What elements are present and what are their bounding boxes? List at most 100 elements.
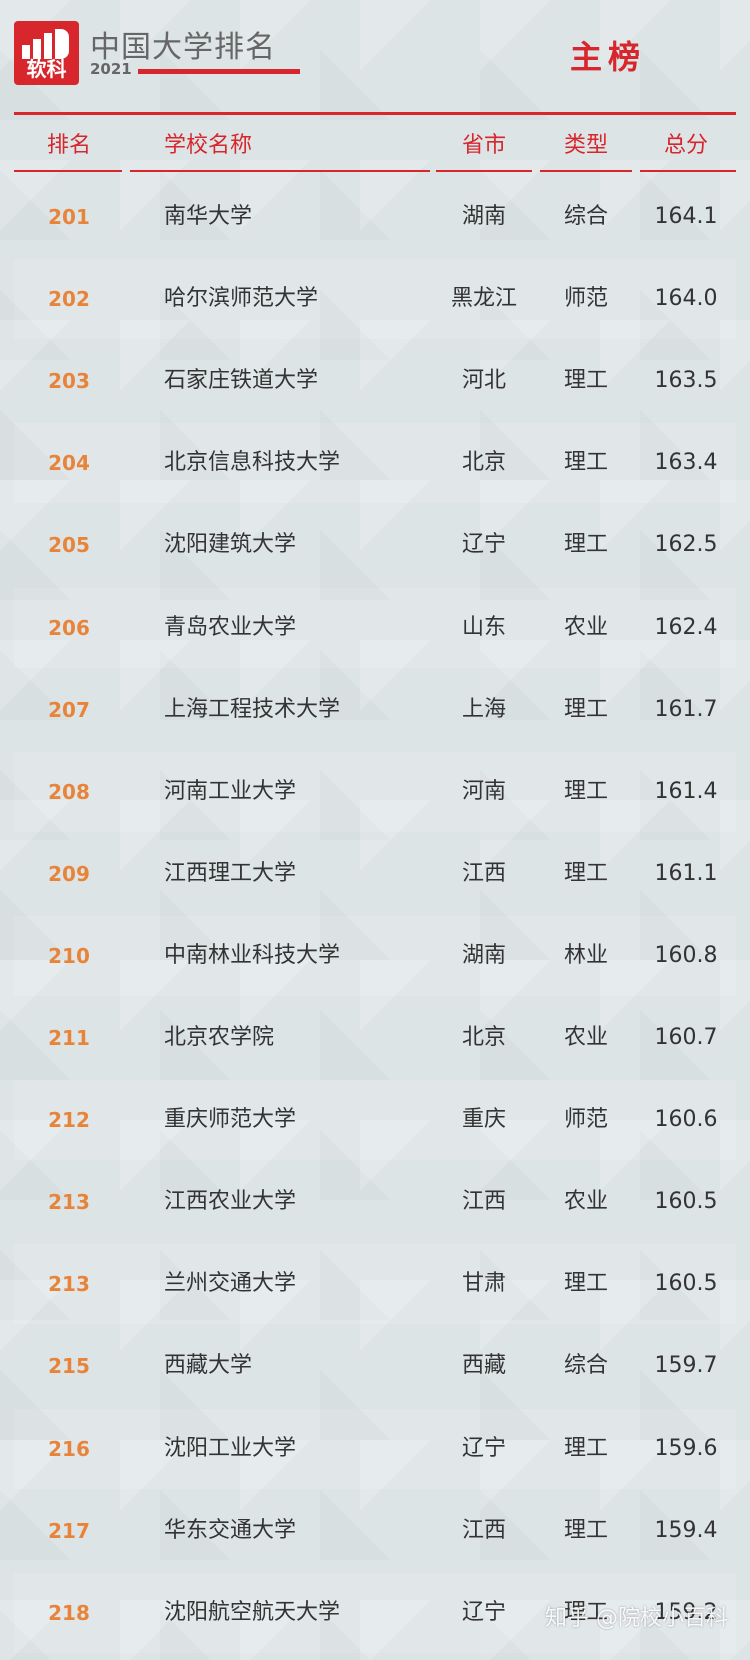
province: 辽宁 (461, 532, 506, 558)
score: 163.4 (654, 450, 718, 476)
header-underline (436, 170, 532, 172)
rank: 213 (48, 1272, 90, 1297)
school-name: 北京信息科技大学 (164, 450, 341, 476)
type: 理工 (563, 450, 608, 476)
column-header: 总分 (663, 133, 708, 158)
rank: 213 (48, 1190, 90, 1215)
province: 江西 (461, 1517, 506, 1543)
rank: 217 (48, 1518, 90, 1543)
school-name: 西藏大学 (164, 1353, 253, 1379)
school-name: 沈阳航空航天大学 (164, 1599, 341, 1625)
title: 中国大学排名 (90, 30, 276, 65)
type: 综合 (563, 1353, 608, 1379)
table-row (14, 1244, 736, 1325)
province: 上海 (461, 696, 506, 722)
rank: 204 (48, 451, 90, 476)
column-header: 省市 (461, 133, 506, 158)
school-name: 南华大学 (164, 204, 253, 229)
school-name: 江西农业大学 (164, 1189, 297, 1215)
year: 2021 (90, 60, 132, 78)
type: 理工 (563, 1517, 608, 1543)
header-underline (130, 170, 430, 172)
school-name: 沈阳工业大学 (164, 1435, 297, 1461)
province: 山东 (461, 614, 506, 640)
province: 北京 (461, 450, 506, 476)
score: 159.6 (654, 1435, 718, 1461)
school-name: 中南林业科技大学 (164, 942, 341, 968)
type: 理工 (563, 1271, 608, 1297)
score: 160.6 (654, 1107, 718, 1133)
rank: 201 (48, 205, 90, 229)
table-row (14, 587, 736, 668)
province: 河北 (461, 368, 506, 394)
table-row (14, 423, 736, 504)
school-name: 华东交通大学 (164, 1517, 297, 1543)
divider (14, 112, 736, 115)
table-row (14, 259, 736, 340)
watermark: 知乎 @院校小百科 (545, 1606, 728, 1631)
type: 农业 (563, 1025, 608, 1050)
list-name: 主榜 (570, 38, 647, 76)
rank: 202 (48, 287, 90, 312)
rank: 210 (48, 943, 90, 968)
province: 江西 (461, 860, 506, 886)
score: 160.7 (654, 1025, 718, 1050)
table-row (14, 1572, 736, 1653)
type: 理工 (563, 1599, 608, 1625)
province: 河南 (461, 778, 506, 804)
column-header: 排名 (46, 133, 91, 158)
score: 164.0 (654, 286, 718, 312)
rank: 218 (48, 1600, 90, 1625)
score: 160.8 (654, 942, 718, 968)
rank: 205 (48, 533, 90, 558)
type: 理工 (563, 368, 608, 394)
type: 理工 (563, 532, 608, 558)
rank: 207 (48, 697, 90, 722)
score: 161.7 (654, 696, 718, 722)
score: 162.4 (654, 614, 718, 640)
score: 161.4 (654, 778, 718, 804)
school-name: 石家庄铁道大学 (164, 368, 319, 394)
title-underline (138, 69, 300, 74)
rank: 208 (48, 779, 90, 804)
school-name: 河南工业大学 (164, 778, 297, 804)
logo: 软科 (14, 21, 79, 85)
rank: 216 (48, 1436, 90, 1461)
rank: 211 (48, 1026, 90, 1050)
score: 164.1 (654, 204, 718, 229)
type: 理工 (563, 1435, 608, 1461)
score: 160.5 (654, 1189, 718, 1215)
column-header: 类型 (563, 133, 608, 158)
school-name: 哈尔滨师范大学 (164, 286, 319, 312)
province: 江西 (461, 1189, 506, 1215)
province: 北京 (461, 1025, 506, 1050)
header-underline (640, 170, 736, 172)
rank: 209 (48, 861, 90, 886)
type: 农业 (563, 1189, 608, 1215)
province: 辽宁 (461, 1435, 506, 1461)
school-name: 重庆师范大学 (164, 1107, 297, 1133)
province: 湖南 (461, 942, 506, 968)
type: 综合 (563, 204, 608, 229)
logo-bars (22, 29, 71, 59)
score: 162.5 (654, 532, 718, 558)
school-name: 青岛农业大学 (164, 614, 297, 640)
school-name: 沈阳建筑大学 (164, 532, 297, 558)
table-row (14, 915, 736, 996)
school-name: 上海工程技术大学 (164, 696, 341, 722)
column-header: 学校名称 (164, 133, 253, 158)
type: 理工 (563, 696, 608, 722)
score: 159.2 (654, 1599, 718, 1625)
score: 161.1 (654, 860, 718, 886)
rank: 212 (48, 1108, 90, 1133)
province: 湖南 (461, 204, 506, 229)
header-underline (14, 170, 122, 172)
score: 159.4 (654, 1517, 718, 1543)
type: 师范 (563, 286, 608, 312)
logo-text: 软科 (26, 57, 67, 81)
province: 辽宁 (461, 1599, 506, 1625)
rank: 215 (48, 1354, 90, 1379)
score: 160.5 (654, 1271, 718, 1297)
type: 农业 (563, 614, 608, 640)
